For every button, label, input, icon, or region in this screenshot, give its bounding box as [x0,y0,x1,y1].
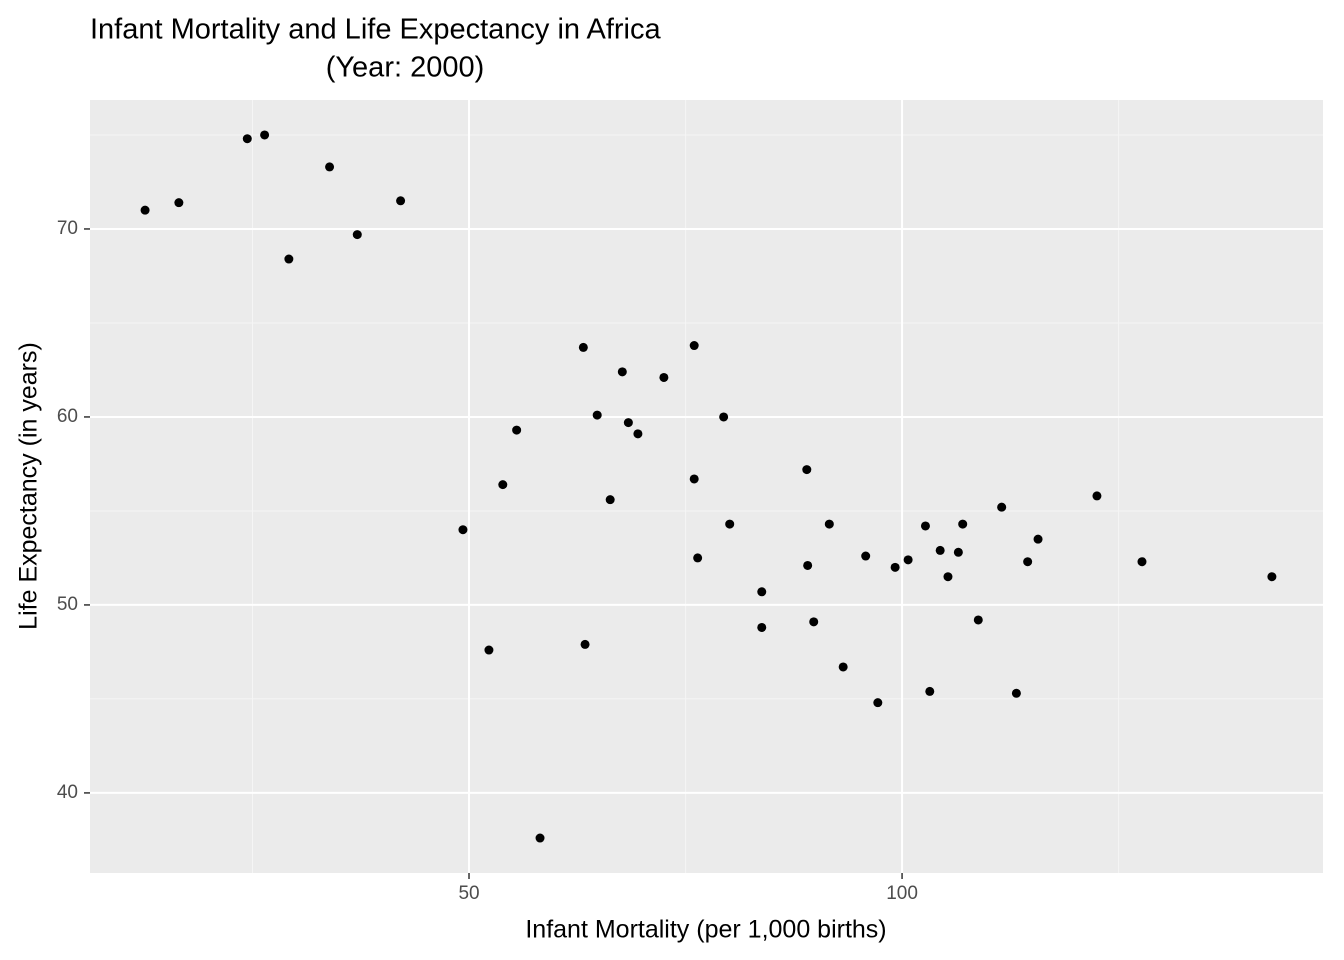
point [997,502,1007,512]
point [1267,572,1277,582]
point [242,134,252,144]
point [1023,557,1033,567]
point [623,418,633,428]
point [861,551,871,561]
x-tick-label: 100 [886,883,918,904]
x-axis-title: Infant Mortality (per 1,000 births) [525,916,886,944]
point [920,521,930,531]
point [903,555,913,565]
y-tick-label: 70 [57,218,78,239]
point [1137,557,1147,567]
point [512,425,522,435]
point [633,429,643,439]
point [1033,534,1043,544]
point [943,572,953,582]
point [824,519,834,529]
point [1011,688,1021,698]
point [140,205,150,215]
point [580,639,590,649]
point [757,622,767,632]
point [953,547,963,557]
point [659,372,669,382]
point [617,367,627,377]
point [605,495,615,505]
point [484,645,494,655]
y-tick-label: 40 [57,782,78,803]
x-tick-label: 50 [458,883,479,904]
point [1092,491,1102,501]
point [260,130,270,140]
point [809,617,819,627]
point [873,698,883,708]
point [498,480,508,490]
point [925,686,935,696]
y-tick-label: 60 [57,406,78,427]
point [838,662,848,672]
point [174,198,184,208]
point [689,341,699,351]
y-tick-label: 50 [57,594,78,615]
point [535,833,545,843]
point [325,162,335,172]
point [396,196,406,206]
point [458,525,468,535]
point [803,560,813,570]
point [958,519,968,529]
chart-subtitle: (Year: 2000) [326,52,485,84]
point [890,562,900,572]
point [689,474,699,484]
point [284,254,294,264]
point [973,615,983,625]
point [719,412,729,422]
y-axis-title: Life Expectancy (in years) [15,342,43,630]
point [757,587,767,597]
point [352,230,362,240]
point [725,519,735,529]
point [802,465,812,475]
panel [90,100,1323,873]
point [592,410,602,420]
point [693,553,703,563]
chart-title: Infant Mortality and Life Expectancy in … [90,14,661,46]
point [578,342,588,352]
point [935,545,945,555]
